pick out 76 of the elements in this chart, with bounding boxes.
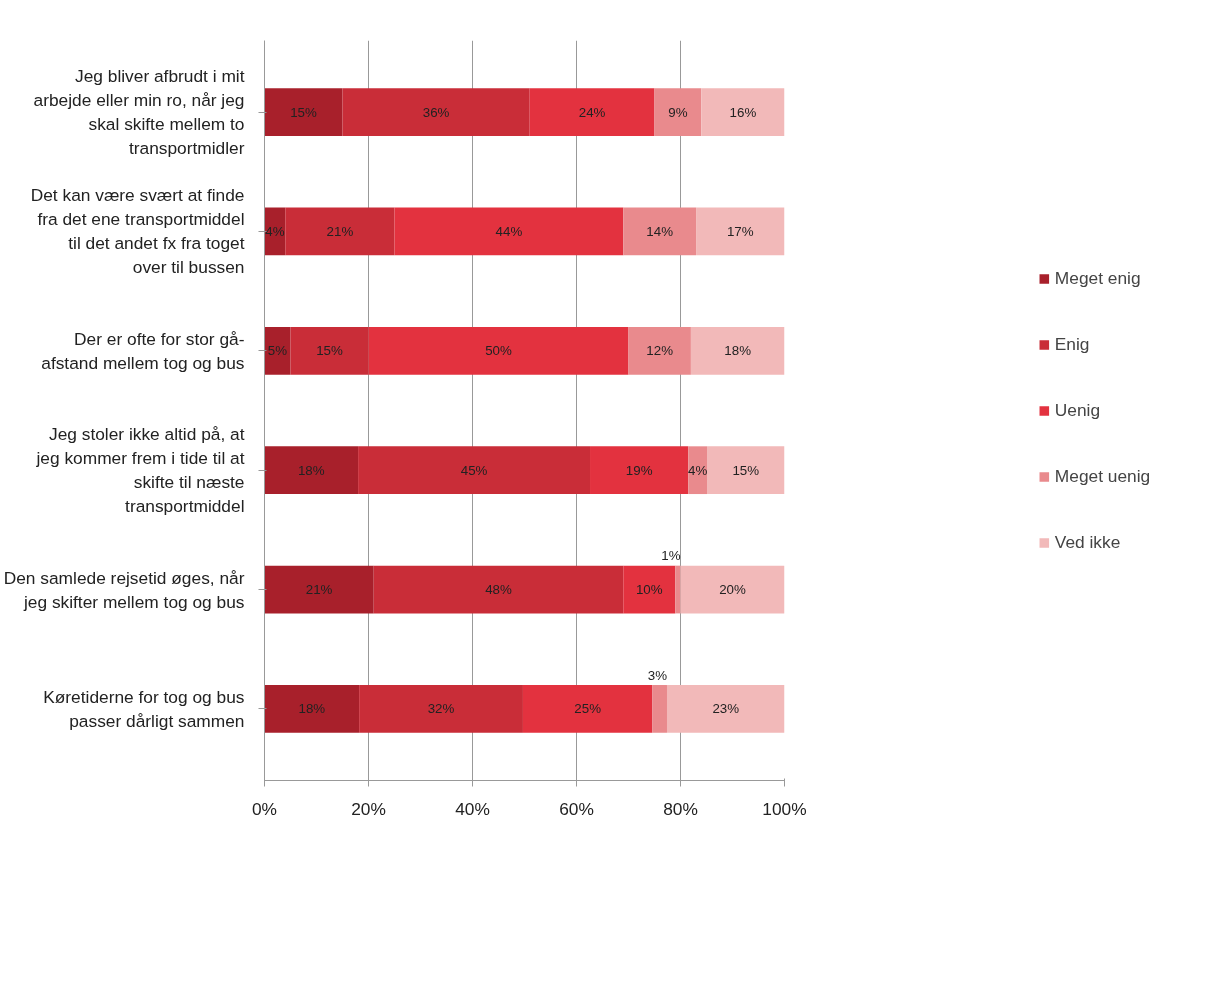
bar [359, 685, 523, 733]
data-label: 44% [495, 223, 523, 239]
data-label: 48% [485, 582, 512, 598]
bar [264, 565, 374, 614]
legend-label: Ved ikke [1054, 531, 1121, 553]
data-label: 14% [646, 223, 674, 239]
bar [264, 88, 343, 136]
bar [285, 207, 395, 256]
data-label: 45% [460, 462, 488, 478]
legend-label: Meget enig [1054, 267, 1141, 289]
data-label: 24% [578, 104, 606, 120]
bar [666, 685, 785, 733]
x-tick-label: 80% [663, 798, 698, 819]
data-label: 3% [647, 667, 668, 683]
legend-label: Enig [1054, 333, 1090, 355]
legend-label: Meget uenig [1054, 465, 1151, 487]
data-label: 23% [712, 701, 740, 717]
x-tick-label: 20% [351, 798, 386, 819]
x-tick-label: 60% [559, 798, 594, 819]
bar [342, 88, 530, 136]
bar [701, 88, 785, 136]
data-label: 17% [726, 223, 754, 239]
y-tick-label: Den samlede rejsetid øges, når jeg skifter mellem tog og bus [3, 567, 245, 612]
y-tick-label: Det kan være svært at finde fra det ene transportmiddel til det andet fx fra toget over til bussen [30, 185, 245, 278]
data-label: 15% [290, 104, 317, 120]
data-label: 12% [646, 343, 674, 359]
data-label: 10% [635, 582, 663, 598]
bar [628, 326, 691, 375]
data-label: 20% [719, 582, 746, 598]
data-label: 4% [265, 223, 285, 239]
bar [368, 326, 629, 375]
bar [688, 446, 708, 495]
bar [707, 446, 785, 495]
bar [290, 326, 369, 375]
bar [675, 565, 681, 614]
bar [590, 446, 689, 495]
bar [522, 685, 653, 733]
data-label: 18% [298, 701, 326, 717]
bar [623, 207, 697, 256]
bar [264, 446, 359, 495]
data-label: 21% [305, 582, 333, 598]
data-label: 21% [326, 223, 354, 239]
y-tick-label: Køretiderne for tog og bus passer dårligt sammen [43, 686, 245, 731]
bar [623, 565, 676, 614]
bar [652, 685, 667, 733]
data-label: 18% [724, 343, 752, 359]
x-tick-label: 40% [455, 798, 490, 819]
bar [264, 685, 360, 733]
data-label: 1% [661, 548, 681, 564]
data-label: 36% [422, 104, 450, 120]
data-label: 25% [574, 701, 602, 717]
data-label: 15% [732, 462, 760, 478]
x-tick-label: 100% [762, 798, 807, 819]
legend-label: Uenig [1054, 399, 1101, 421]
data-label: 19% [625, 462, 653, 478]
bar [373, 565, 624, 614]
data-label: 16% [729, 104, 757, 120]
bar [696, 207, 785, 256]
bar [680, 565, 785, 614]
y-tick-label: Jeg stoler ikke altid på, at jeg kommer frem i tide til at skifte til næste transportmiddel [35, 424, 245, 517]
bar [264, 326, 291, 375]
data-label: 4% [688, 462, 708, 478]
data-label: 5% [267, 343, 288, 359]
bar [358, 446, 591, 495]
bar [529, 88, 655, 136]
data-label: 9% [668, 104, 688, 120]
x-tick-label: 0% [251, 798, 278, 819]
data-label: 50% [485, 343, 512, 359]
y-tick-label: Der er ofte for stor gå-afstand mellem tog og bus [41, 328, 245, 373]
data-label: 15% [316, 343, 343, 359]
bar [394, 207, 624, 256]
data-label: 18% [297, 462, 325, 478]
bar [690, 326, 785, 375]
data-label: 32% [427, 701, 455, 717]
bar [654, 88, 702, 136]
y-tick-label: Jeg bliver afbrudt i mit arbejde eller min ro, når jeg skal skifte mellem to transportmidler [33, 66, 245, 159]
